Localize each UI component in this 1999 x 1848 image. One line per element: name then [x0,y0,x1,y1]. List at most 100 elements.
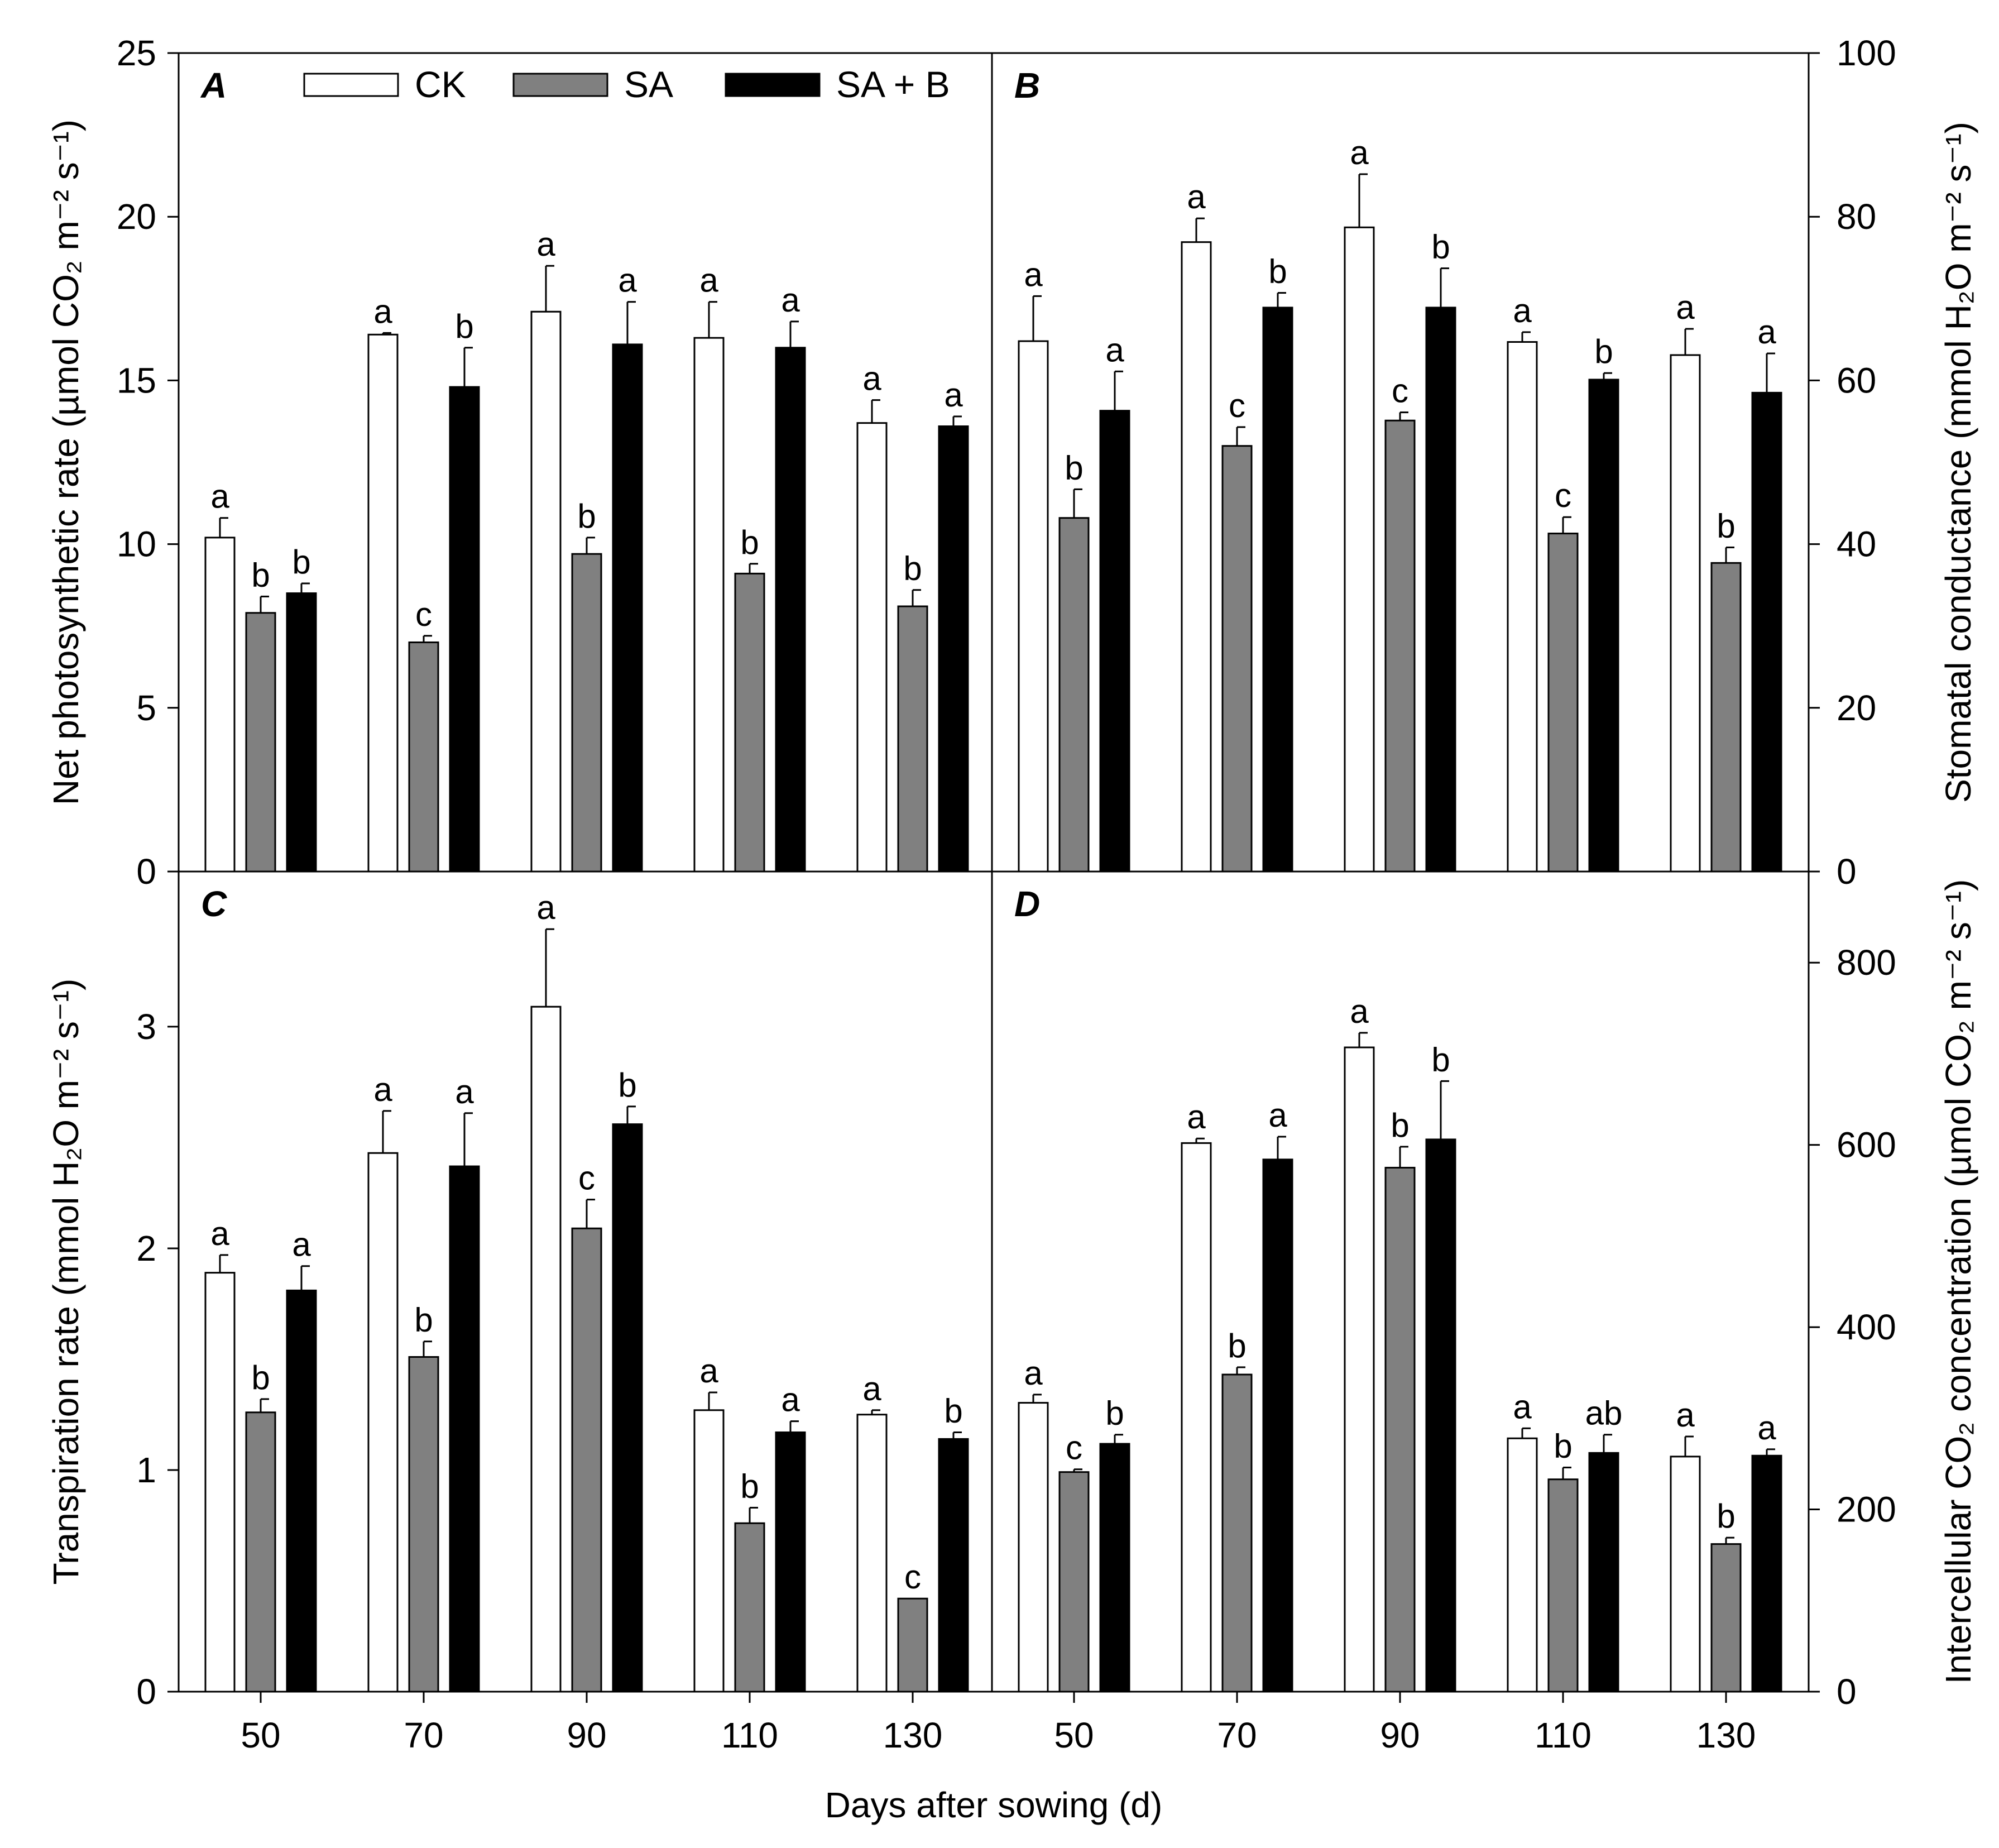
bar-B-SA-110 [1547,533,1579,873]
bar-A-SA-110 [734,572,765,873]
bar-B-CK-50 [1018,340,1049,873]
bar-D-SAB-90 [1425,1138,1456,1693]
x-tick-label: 70 [1217,1715,1257,1755]
bar-D-CK-110 [1507,1437,1538,1693]
bar-A-SAB-130 [938,425,969,873]
bar-D-CK-50 [1018,1402,1049,1693]
significance-letter: a [1513,292,1532,329]
panel-letter-D: D [1014,884,1040,924]
bar-D-SAB-110 [1588,1452,1619,1693]
significance-letter: b [740,524,759,561]
bar-B-CK-130 [1670,354,1701,873]
y-tick-label: 0 [136,1672,156,1712]
bar-B-CK-110 [1507,341,1538,873]
significance-letter: a [1350,134,1369,171]
significance-letter: b [1717,1497,1735,1535]
significance-letter: c [1066,1429,1082,1467]
significance-letter: b [1065,449,1083,486]
significance-letter: c [1555,477,1571,514]
bar-C-SAB-90 [612,1123,643,1693]
bar-D-SAB-130 [1751,1454,1782,1693]
significance-letter: c [415,596,432,633]
legend-label-CK: CK [415,64,466,105]
x-tick-label: 110 [721,1715,778,1755]
legend-label-SA: SA [624,64,673,105]
y-tick-label: 15 [117,360,156,400]
significance-letter: b [1228,1327,1246,1365]
bar-C-SA-90 [571,1227,602,1693]
y-axis-title-C: Transpiration rate (mmol H₂O m⁻² s⁻¹) [46,979,86,1585]
significance-letter: a [699,1352,718,1390]
bar-C-SAB-110 [775,1431,806,1693]
significance-letter: c [578,1160,595,1197]
y-tick-label: 200 [1837,1490,1896,1530]
significance-letter: a [1676,289,1695,326]
significance-letter: b [740,1467,759,1505]
bar-A-CK-90 [530,310,562,873]
bar-B-SAB-110 [1588,379,1619,873]
panel-letter-A: A [200,65,227,106]
bar-C-CK-50 [204,1272,236,1693]
significance-letter: b [1594,333,1613,370]
bar-B-SA-70 [1221,445,1253,873]
significance-letter: b [414,1301,433,1339]
legend-swatch-SA [512,73,608,97]
significance-letter: b [251,556,270,593]
significance-letter: a [210,478,229,515]
significance-letter: b [1431,228,1450,266]
significance-letter: a [373,1071,392,1108]
bar-B-CK-70 [1181,241,1212,873]
bar-A-CK-70 [367,333,399,873]
y-axis-title-A: Net photosynthetic rate (µmol CO₂ m⁻² s⁻… [46,119,86,805]
y-tick-label: 2 [136,1228,156,1268]
significance-letter: a [1350,993,1369,1030]
significance-letter: a [536,226,555,263]
panel-letter-C: C [201,884,227,924]
bar-C-SA-50 [245,1411,276,1693]
bar-A-SAB-50 [286,592,317,873]
bar-C-CK-130 [856,1414,888,1693]
bar-C-SAB-130 [938,1438,969,1693]
significance-letter: a [1024,1354,1043,1392]
significance-letter: a [1676,1396,1695,1434]
bar-B-SAB-70 [1262,307,1293,873]
bar-A-SA-130 [897,605,928,873]
bar-B-SA-50 [1058,517,1090,873]
bar-A-SAB-110 [775,347,806,873]
bar-D-SAB-50 [1099,1443,1130,1693]
y-axis-title-D: Intercellular CO₂ concentration (µmol CO… [1938,879,1978,1684]
bar-C-SA-130 [897,1597,928,1693]
significance-letter: a [618,262,637,299]
y-tick-label: 60 [1837,360,1876,400]
bar-D-CK-70 [1181,1142,1212,1693]
bars [204,173,1782,1693]
significance-letter: a [1757,1409,1776,1447]
bar-C-CK-110 [693,1409,725,1693]
y-tick-label: 10 [117,524,156,564]
y-tick-label: 100 [1837,33,1896,73]
bar-A-SA-50 [245,612,276,873]
significance-letter: b [618,1066,636,1104]
significance-letter: b [903,550,922,587]
bar-D-SA-110 [1547,1478,1579,1693]
significance-letter: a [862,1370,881,1407]
significance-letter: b [1268,253,1287,290]
significance-letter: a [1268,1097,1287,1134]
significance-letter: c [904,1558,921,1596]
y-axis-title-B: Stomatal conductance (mmol H₂O m⁻² s⁻¹) [1938,122,1978,803]
legend-swatch-SAB [725,73,821,97]
bar-C-CK-70 [367,1152,399,1693]
significance-letter: b [455,308,473,345]
significance-letter: a [1513,1388,1532,1425]
significance-letter: a [699,262,718,299]
bar-D-CK-90 [1344,1046,1375,1693]
bar-A-SA-70 [408,641,439,873]
significance-letter: a [1024,256,1043,293]
y-tick-label: 0 [1837,1672,1857,1712]
significance-letter: b [1105,1395,1124,1432]
significance-letter: a [862,360,881,398]
bar-A-CK-110 [693,337,725,873]
significance-letter: b [944,1392,962,1429]
y-tick-label: 400 [1837,1307,1896,1347]
